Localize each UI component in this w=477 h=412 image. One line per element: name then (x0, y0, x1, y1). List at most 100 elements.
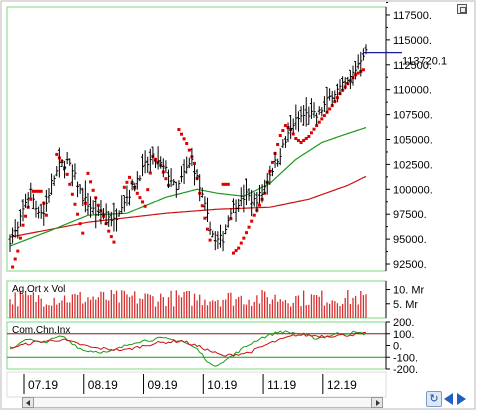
sar-dot (180, 132, 184, 136)
price-tick-label: 97500. (393, 209, 427, 221)
sar-dot (96, 203, 100, 207)
date-tick-label: 10.19 (207, 378, 237, 392)
moving-average-short-line (9, 126, 367, 247)
sar-dot (39, 189, 43, 193)
sar-dot (221, 182, 225, 186)
sar-dot (21, 223, 25, 227)
sar-dot (182, 137, 186, 141)
date-tick-label: 09.19 (148, 378, 178, 392)
sar-dot (86, 171, 90, 175)
sar-dot (328, 107, 332, 111)
cci-tick-label: 100. (393, 329, 414, 341)
price-tick-label: 115000. (393, 35, 432, 47)
sar-dot (291, 132, 295, 136)
sar-dot (125, 180, 129, 184)
sar-dot (320, 117, 324, 121)
sar-dot (302, 138, 306, 142)
sar-dot (185, 141, 189, 145)
arrow-left-icon (26, 400, 30, 406)
sar-dot (239, 241, 243, 245)
sar-dot (37, 189, 41, 193)
scroll-left-button[interactable] (22, 397, 34, 408)
sar-dot (73, 202, 77, 206)
sar-dot (78, 222, 82, 226)
sar-dot (200, 204, 204, 208)
sar-dot (299, 140, 303, 144)
sar-dot (304, 137, 308, 141)
price-tick-label: 102500. (393, 159, 433, 171)
sar-dot (138, 196, 142, 200)
sar-dot (322, 114, 326, 118)
triangle-right-icon (457, 393, 466, 405)
sar-dot (177, 128, 181, 132)
sar-dot (143, 204, 147, 208)
sar-dot (312, 127, 316, 131)
cci-tick-label: 200. (393, 317, 414, 329)
sar-dot (276, 142, 280, 146)
last-price-label: 113720.1 (402, 56, 447, 68)
cci-tick-label: 0. (393, 341, 402, 353)
price-tick-label: 107500. (393, 110, 433, 122)
sar-dot (11, 265, 15, 269)
date-tick-label: 07.19 (28, 378, 58, 392)
refresh-icon: ↻ (429, 393, 439, 405)
refresh-button[interactable]: ↻ (426, 391, 442, 407)
sar-dot (34, 189, 38, 193)
square-icon (460, 7, 466, 13)
arrow-right-icon (376, 400, 380, 406)
cci-tick-label: -200. (393, 364, 418, 376)
sar-dot (208, 238, 212, 242)
cci-signal-line (9, 331, 367, 357)
volume-tick-label: 10. Mr (393, 285, 425, 297)
sar-dot (192, 161, 196, 165)
cci-lines (7, 330, 386, 367)
price-tick-label: 112500. (393, 60, 432, 72)
sar-dot (315, 124, 319, 128)
sar-dot (237, 246, 241, 250)
sar-dot (107, 229, 111, 233)
cci-panel-label: Com.Chn.Inx (12, 325, 70, 336)
sar-dot (356, 71, 360, 75)
sar-dot (257, 203, 261, 207)
sar-dot (244, 231, 248, 235)
sar-dot (296, 138, 300, 142)
sar-dot (283, 124, 287, 128)
sar-dot (187, 148, 191, 152)
sar-dot (205, 227, 209, 231)
sar-dot (203, 216, 207, 220)
previous-button[interactable] (444, 393, 455, 406)
sar-dot (278, 134, 282, 138)
sar-dot (341, 88, 345, 92)
sar-dot (252, 213, 256, 217)
horizontal-scrollbar[interactable] (34, 397, 371, 408)
moving-average-long-line (9, 175, 367, 238)
sar-dot (18, 236, 22, 240)
sar-dot (141, 200, 145, 204)
sar-dot (29, 197, 33, 201)
scroll-right-button[interactable] (371, 397, 383, 408)
sar-dot (81, 231, 85, 235)
date-tick-label: 08.19 (88, 378, 118, 392)
cci-tick-label: -100. (393, 352, 418, 364)
price-tick-label: 105000. (393, 134, 433, 146)
maximize-button[interactable] (457, 4, 467, 14)
sar-dot (250, 219, 254, 223)
sar-dot (307, 135, 311, 139)
sar-dot (128, 175, 132, 179)
sar-dot (44, 213, 48, 217)
triangle-left-icon (444, 393, 453, 405)
axes: 117500. 115000. 112500. 110000. 107500. 10500… (23, 2, 447, 394)
sar-dot (122, 185, 126, 189)
sar-dot (55, 152, 59, 156)
sar-dot (89, 180, 93, 184)
sar-dot (31, 189, 35, 193)
next-button[interactable] (457, 393, 468, 406)
sar-dot (13, 257, 17, 261)
sar-dot (112, 240, 116, 244)
sar-dot (148, 171, 152, 175)
price-tick-label: 100000. (393, 184, 433, 196)
sar-dot (234, 249, 238, 253)
sar-dot (24, 214, 28, 218)
